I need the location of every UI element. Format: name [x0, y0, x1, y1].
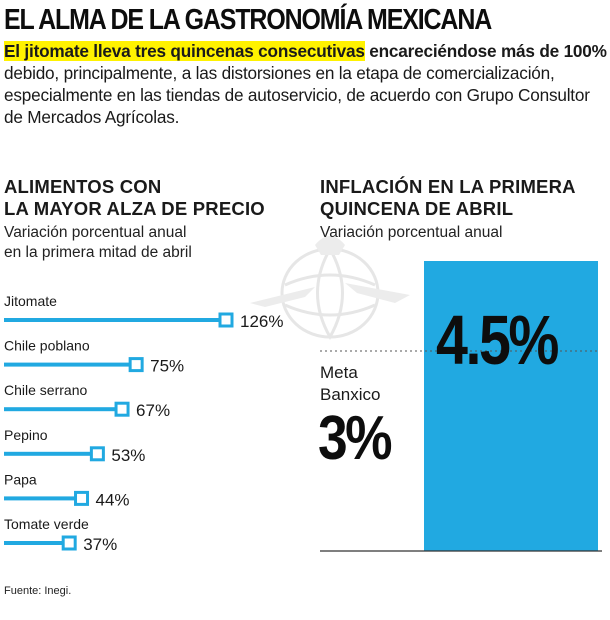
meta-label-line1: Meta	[320, 363, 358, 382]
category-label: Chile poblano	[4, 338, 90, 354]
right-chart-subtitle: Variación porcentual anual	[320, 224, 503, 241]
category-label: Jitomate	[4, 293, 57, 309]
right-chart-title-line1: INFLACIÓN EN LA PRIMERA	[320, 176, 576, 197]
source-note: Fuente: Inegi.	[4, 585, 72, 597]
bar-end-marker	[218, 312, 234, 328]
bar-end-marker	[89, 446, 105, 462]
inflation-bar	[424, 261, 598, 551]
intro-bold: encareciéndose más de 100%	[364, 41, 607, 61]
bar	[4, 362, 137, 367]
inflation-chart	[320, 261, 602, 552]
value-label: 53%	[111, 446, 145, 465]
page-title: EL ALMA DE LA GASTRONOMÍA MEXICANA	[4, 4, 492, 36]
bar	[4, 318, 226, 322]
eagle-watermark-icon	[250, 236, 410, 341]
value-label: 37%	[83, 535, 117, 554]
value-label: 75%	[150, 357, 184, 376]
intro-paragraph: El jitomate lleva tres quincenas consecu…	[4, 40, 608, 128]
bar-end-marker	[74, 490, 90, 506]
bar-end-marker	[61, 535, 77, 551]
category-label: Pepino	[4, 427, 48, 443]
meta-banxico-label: Meta Banxico	[320, 362, 380, 406]
category-label: Papa	[4, 471, 37, 487]
left-chart-subtitle-line1: Variación porcentual anual	[4, 224, 187, 241]
value-label: 67%	[136, 401, 170, 420]
bar	[4, 541, 70, 545]
value-label: 126%	[240, 312, 283, 331]
bar	[4, 496, 82, 501]
bar	[4, 451, 98, 456]
meta-banxico-value: 3%	[318, 404, 392, 473]
bar-end-marker	[128, 357, 144, 373]
category-label: Chile serrano	[4, 382, 87, 398]
right-chart-title-line2: QUINCENA DE ABRIL	[320, 198, 514, 219]
left-chart-title-line2: LA MAYOR ALZA DE PRECIO	[4, 198, 265, 219]
inflation-value-label: 4.5%	[436, 301, 559, 379]
left-chart-title-line1: ALIMENTOS CON	[4, 176, 162, 197]
value-label: 44%	[96, 490, 130, 509]
intro-text: debido, principalmente, a las distorsion…	[4, 63, 590, 127]
left-chart-subtitle-line2: en la primera mitad de abril	[4, 244, 192, 261]
category-label: Tomate verde	[4, 516, 89, 532]
meta-label-line2: Banxico	[320, 385, 381, 404]
intro-highlight: El jitomate lleva tres quincenas consecu…	[4, 41, 365, 61]
bar-end-marker	[114, 401, 130, 417]
bar	[4, 407, 123, 412]
bar-chart: Jitomate 126% Chile poblano 75% Chile serran…	[4, 293, 283, 554]
